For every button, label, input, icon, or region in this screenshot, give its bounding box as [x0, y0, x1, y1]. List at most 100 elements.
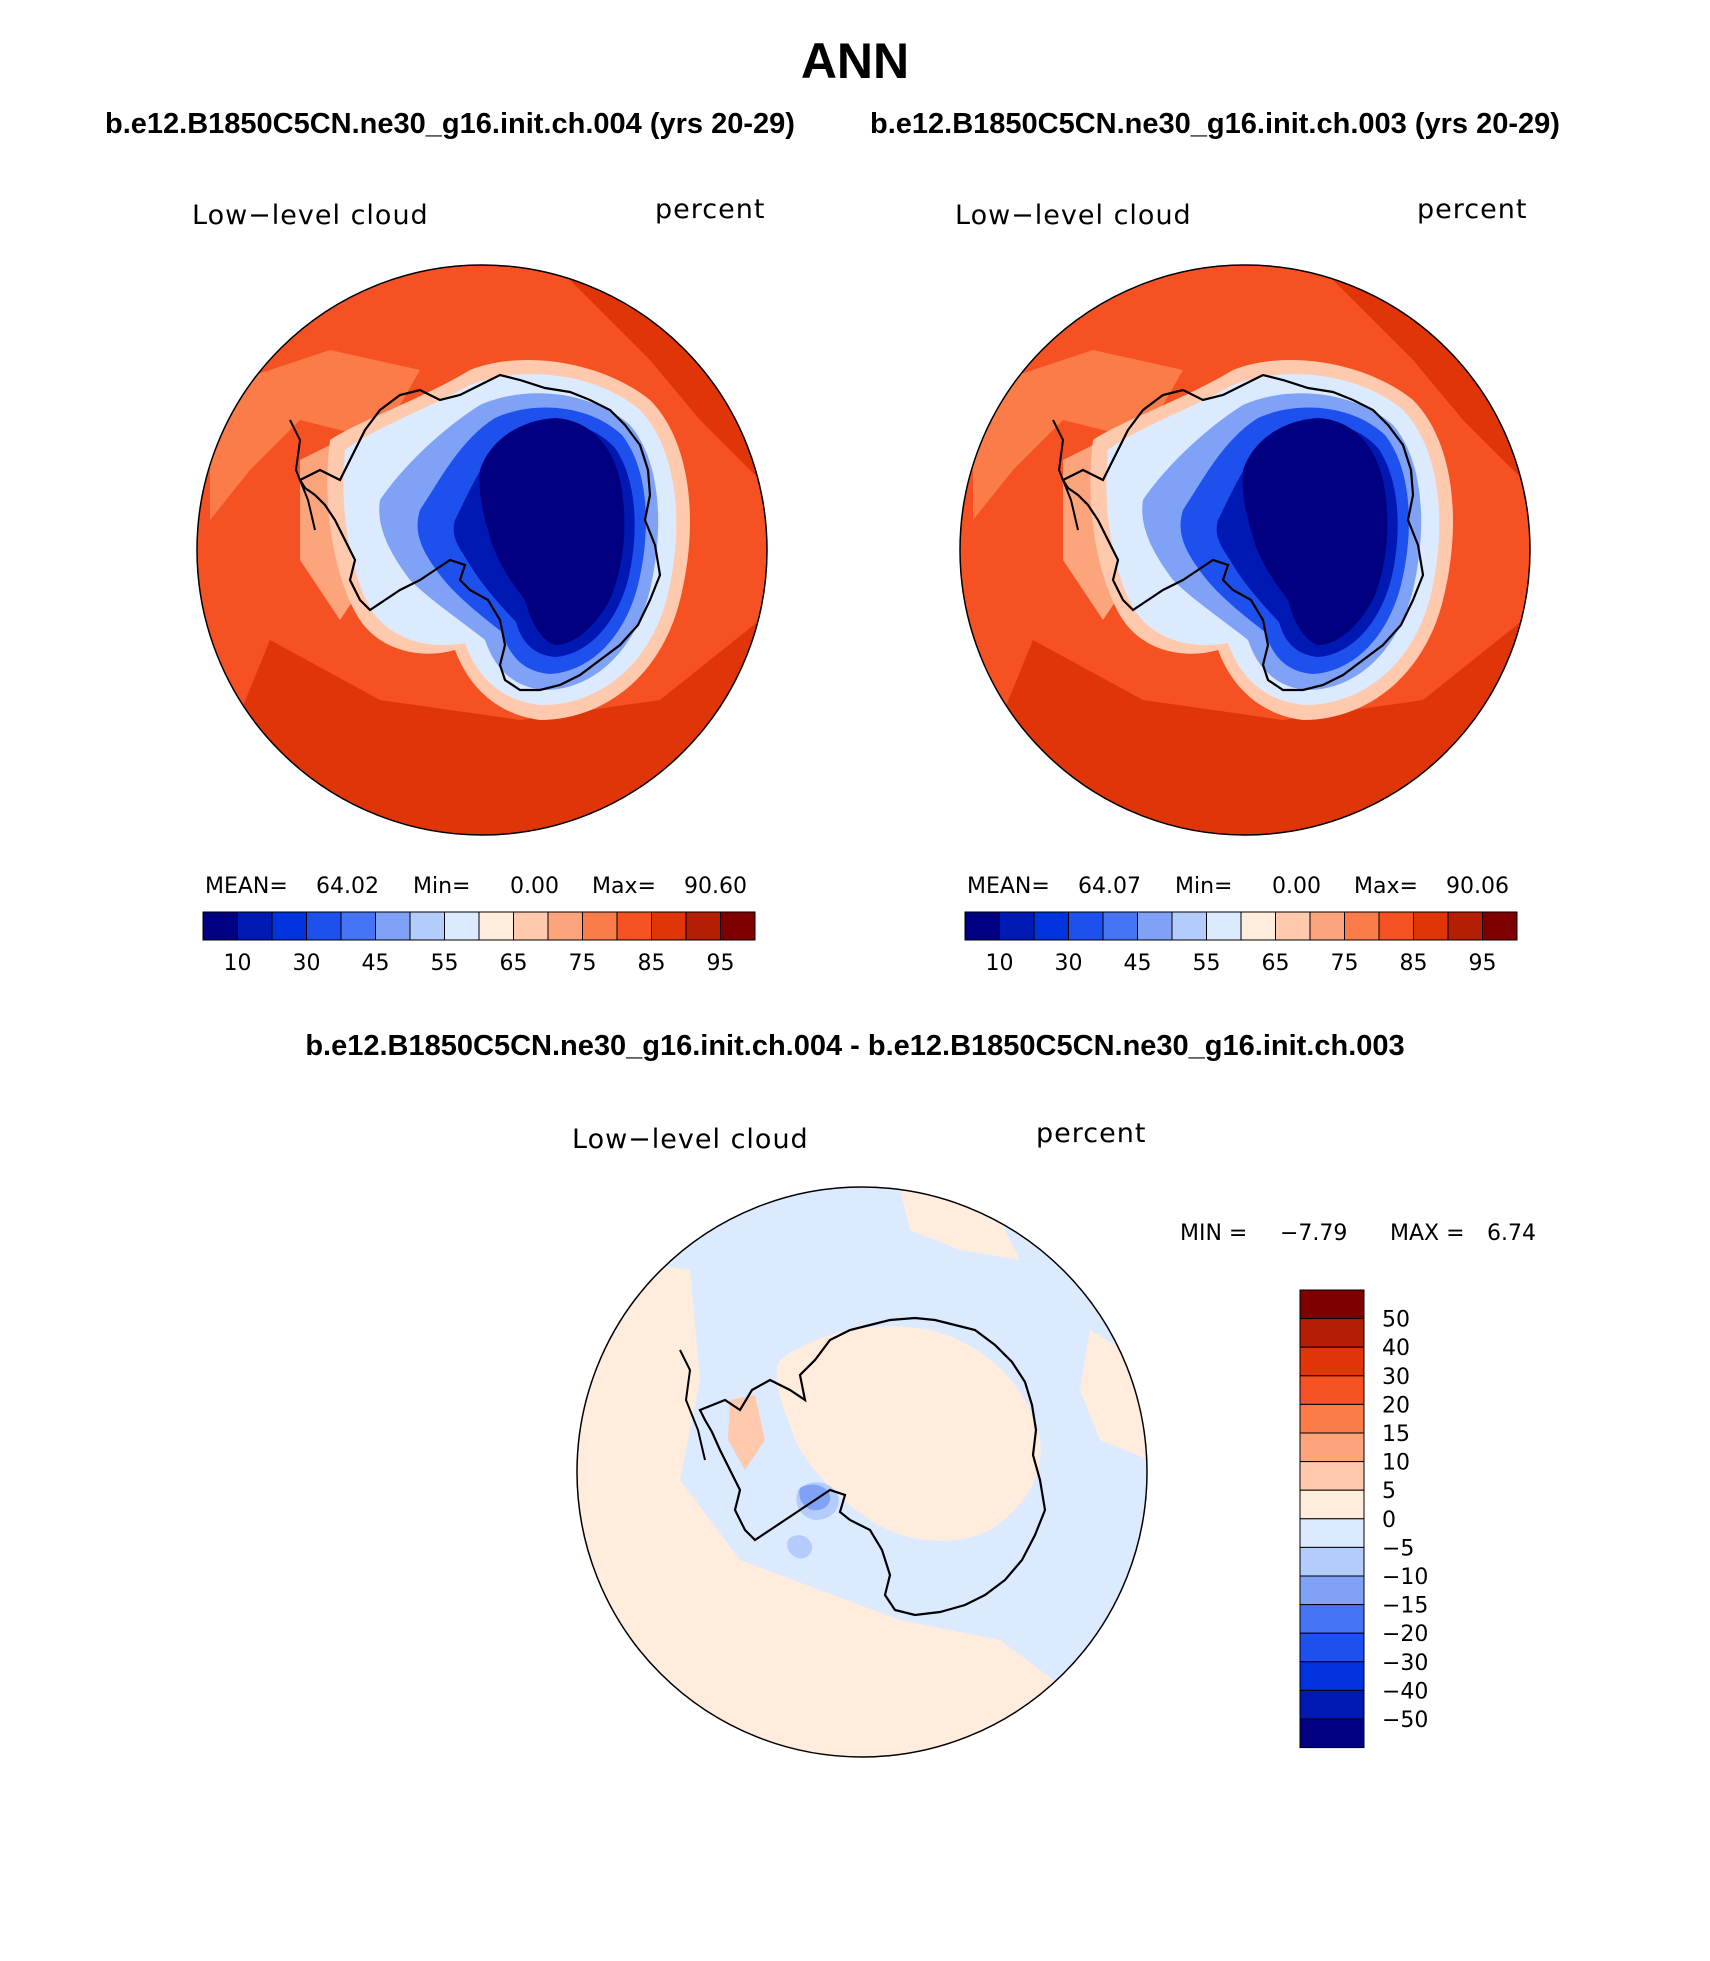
panel1-min-label: Min=: [413, 874, 471, 899]
panel2-colorbar-tick-label: 65: [1262, 951, 1290, 976]
panel1-colorbar-swatch: [306, 911, 342, 941]
panel1-colorbar-swatch: [582, 911, 618, 941]
panel3-coastline: [698, 1316, 1047, 1617]
panel3-units-label: percent: [1036, 1118, 1147, 1149]
panel2-mean-label: MEAN=: [967, 874, 1050, 899]
panel3-colorbar-tick-label: 10: [1382, 1451, 1410, 1476]
panel3-positive-region-sw: [577, 1250, 1147, 1757]
panel2-colorbar-tick-label: 30: [1055, 951, 1083, 976]
page-title: ANN: [800, 33, 910, 89]
panel3-colorbar-tick-label: 0: [1382, 1508, 1396, 1533]
panel3-colorbar-swatch: [1299, 1632, 1365, 1663]
panel1-colorbar-swatch: [271, 911, 307, 941]
subtitle-left: b.e12.B1850C5CN.ne30_g16.init.ch.004 (yr…: [105, 108, 795, 140]
diff-title: b.e12.B1850C5CN.ne30_g16.init.ch.004 - b…: [305, 1030, 1405, 1062]
panel1-colorbar-swatch: [513, 911, 549, 941]
panel2-mean-value: 64.07: [1078, 874, 1141, 899]
panel1-colorbar-tick-label: 30: [293, 951, 321, 976]
panel1-colorbar-tick-label: 45: [362, 951, 390, 976]
panel3-colorbar-swatch: [1299, 1661, 1365, 1691]
panel1-min-value: 0.00: [510, 874, 559, 899]
panel3-colorbar-tick-label: 5: [1382, 1479, 1396, 1504]
panel3-colorbar-swatch: [1299, 1461, 1365, 1491]
panel1-coastline: [298, 373, 662, 692]
panel3-colorbar-swatch: [1299, 1318, 1365, 1348]
panel1-colorbar-tick-label: 85: [638, 951, 666, 976]
panel2-variable-label: Low−level cloud: [955, 200, 1192, 231]
panel2-colorbar-swatch: [1378, 911, 1414, 941]
panel2-colorbar: 10 30 45 55 65 75 85 95: [964, 911, 1518, 976]
panel1-map: [197, 265, 767, 835]
panel1-colorbar-swatch: [685, 911, 721, 941]
panel3-variable-label: Low−level cloud: [572, 1124, 809, 1155]
panel2-colorbar-swatch: [964, 911, 1000, 941]
panel2-colorbar-swatch: [1171, 911, 1207, 941]
panel2-map: [960, 265, 1530, 835]
panel3-colorbar-swatch: [1299, 1575, 1365, 1606]
panel2-map-border: [959, 264, 1531, 836]
panel2-colorbar-tick-label: 75: [1331, 951, 1359, 976]
panel1-mean-value: 64.02: [316, 874, 379, 899]
panel1-colorbar-swatch: [616, 911, 652, 941]
panel1-map-border: [196, 264, 768, 836]
panel3-map: [577, 1187, 1147, 1757]
panel3-colorbar-swatch: [1299, 1718, 1365, 1749]
panel2-mid-cloud-w: [973, 350, 1183, 520]
subtitle-right: b.e12.B1850C5CN.ne30_g16.init.ch.003 (yr…: [870, 108, 1560, 140]
panel1-colorbar-swatch: [375, 911, 411, 941]
panel3-colorbar-tick-label: −20: [1382, 1622, 1428, 1647]
panel2-colorbar-swatch: [1275, 911, 1311, 941]
panel1-colorbar-swatch: [409, 911, 445, 941]
panel1-max-label: Max=: [592, 874, 656, 899]
panel1-variable-label: Low−level cloud: [192, 200, 429, 231]
panel3-colorbar-tick-label: 20: [1382, 1393, 1410, 1418]
panel3-colorbar-swatch: [1299, 1432, 1365, 1463]
panel2-coastline: [1061, 373, 1425, 692]
panel2-colorbar-tick-label: 95: [1469, 951, 1497, 976]
panel3-colorbar-swatch: [1299, 1403, 1365, 1434]
panel1-peninsula-coast: [289, 419, 316, 531]
panel1-mid-cloud-w: [210, 350, 420, 520]
panel2-colorbar-swatch: [1413, 911, 1449, 941]
panel1-colorbar-swatch: [720, 911, 756, 941]
panel2-peninsula-coast: [1052, 419, 1079, 531]
panel1-colorbar-swatch: [651, 911, 687, 941]
panel3-colorbar-swatch: [1299, 1689, 1365, 1720]
panel2-min-value: 0.00: [1272, 874, 1321, 899]
panel2-min-label: Min=: [1175, 874, 1233, 899]
panel2-colorbar-swatch: [999, 911, 1035, 941]
panel2-max-value: 90.06: [1446, 874, 1509, 899]
panel3-max-label: MAX =: [1390, 1221, 1465, 1246]
panel2-max-label: Max=: [1354, 874, 1418, 899]
panel3-colorbar-swatch: [1299, 1289, 1365, 1320]
panel2-colorbar-swatch: [1344, 911, 1380, 941]
panel3-colorbar-tick-label: −40: [1382, 1679, 1428, 1704]
panel3-colorbar-swatch: [1299, 1489, 1365, 1520]
panel2-colorbar-swatch: [1206, 911, 1242, 941]
panel2-colorbar-swatch: [1482, 911, 1518, 941]
panel3-colorbar-swatch: [1299, 1518, 1365, 1548]
panel1-colorbar-swatch: [340, 911, 376, 941]
panel2-colorbar-swatch: [1309, 911, 1345, 941]
panel3-colorbar-swatch: [1299, 1546, 1365, 1577]
panel2-colorbar-tick-label: 10: [986, 951, 1014, 976]
panel3-negative-patch-1-core: [799, 1484, 831, 1511]
panel3-colorbar-swatch: [1299, 1375, 1365, 1405]
panel2-colorbar-tick-label: 85: [1400, 951, 1428, 976]
panel3-negative-patch-2: [787, 1535, 813, 1559]
panel2-colorbar-swatch: [1068, 911, 1104, 941]
panel3-min-label: MIN =: [1180, 1221, 1248, 1246]
panel1-colorbar-tick-label: 55: [431, 951, 459, 976]
panel2-colorbar-swatch: [1137, 911, 1173, 941]
panel3-positive-region-interior: [776, 1326, 1041, 1541]
panel2-units-label: percent: [1417, 194, 1528, 225]
panel2-colorbar-swatch: [1033, 911, 1069, 941]
panel3-min-value: −7.79: [1280, 1221, 1348, 1246]
panel1-colorbar: 10 30 45 55 65 75 85 95: [202, 911, 756, 976]
panel3-colorbar-tick-label: −50: [1382, 1708, 1428, 1733]
panel3-positive-peak: [728, 1395, 765, 1470]
panel2-colorbar-tick-label: 45: [1124, 951, 1152, 976]
panel1-units-label: percent: [655, 194, 766, 225]
